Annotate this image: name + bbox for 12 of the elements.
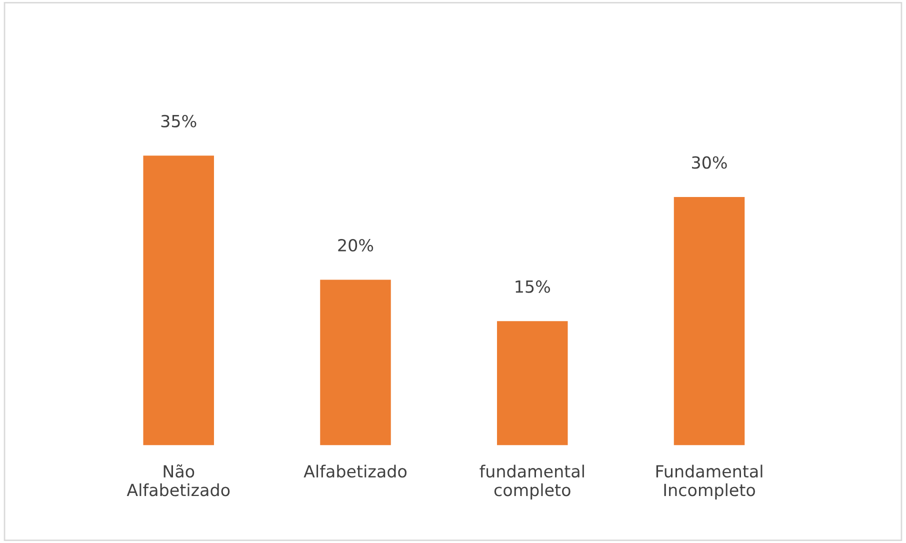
bar [497, 321, 568, 446]
bar [320, 280, 391, 446]
x-tick-label: Fundamental Incompleto [656, 464, 762, 500]
bar [674, 197, 745, 446]
data-label: 15% [516, 280, 550, 293]
data-label: 35% [161, 114, 196, 128]
x-tick-label: Não Alfabetizado [126, 464, 230, 496]
x-tick-label: fundamental completo [480, 464, 584, 500]
x-tick-label: Alfabetizado [304, 464, 407, 478]
data-label: 20% [338, 238, 374, 252]
data-label: 30% [692, 156, 727, 169]
bar [143, 156, 214, 446]
